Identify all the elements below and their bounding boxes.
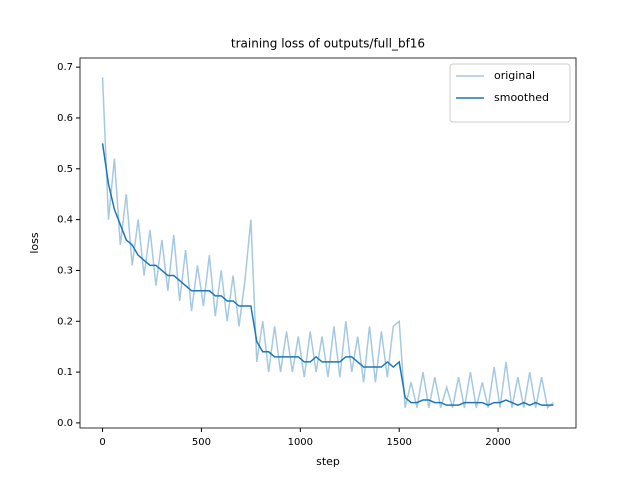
y-tick-label: 0.4: [57, 215, 73, 226]
line-series: [101, 143, 554, 406]
line-series: [101, 77, 554, 410]
y-axis-label: loss: [28, 232, 41, 254]
legend-label: original: [494, 69, 535, 82]
x-tick-label: 500: [192, 437, 211, 448]
y-tick-label: 0.0: [57, 418, 73, 429]
y-tick-label: 0.7: [57, 62, 73, 73]
x-tick-label: 1000: [288, 437, 313, 448]
x-tick-label: 0: [99, 437, 105, 448]
y-tick-label: 0.5: [57, 164, 73, 175]
y-tick-label: 0.3: [57, 265, 73, 276]
legend-label: smoothed: [494, 91, 549, 104]
x-tick-label: 2000: [485, 437, 510, 448]
y-tick-label: 0.2: [57, 316, 73, 327]
y-tick-label: 0.6: [57, 113, 73, 124]
chart-title: training loss of outputs/full_bf16: [231, 37, 425, 51]
plot-frame: [79, 57, 577, 429]
x-tick-label: 1500: [386, 437, 411, 448]
y-tick-label: 0.1: [57, 367, 73, 378]
x-axis-label: step: [316, 455, 340, 468]
legend-box: [449, 63, 571, 123]
